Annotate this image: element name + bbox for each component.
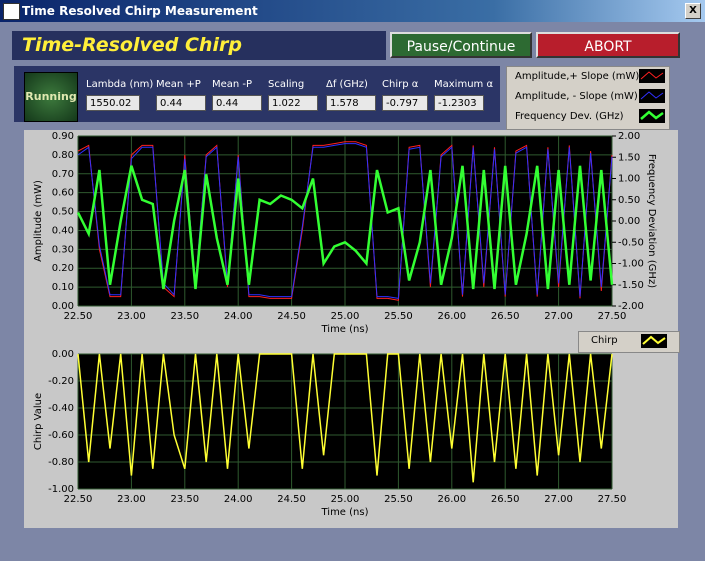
legend-swatch	[639, 109, 665, 123]
y-tick-label: -0.20	[48, 376, 74, 387]
abort-button[interactable]: ABORT	[536, 32, 680, 58]
y-axis-label: Amplitude (mW)	[33, 180, 44, 262]
series-line	[77, 143, 613, 299]
legend-swatch	[639, 69, 665, 83]
y-tick-label: 0.00	[52, 349, 74, 360]
y2-tick-label: -1.50	[618, 280, 644, 291]
legend: Amplitude,+ Slope (mW) Amplitude, - Slope…	[506, 66, 670, 130]
y2-axis-label: Frequency Deviation (GHz)	[646, 154, 657, 288]
x-tick-label: 27.50	[598, 494, 627, 505]
running-indicator[interactable]: Running	[24, 72, 78, 122]
status-panel	[14, 66, 500, 122]
x-tick-label: 23.50	[170, 311, 199, 322]
field-value: 1550.02	[86, 95, 140, 111]
field-label: Mean +P	[156, 79, 201, 90]
x-tick-label: 24.50	[277, 311, 306, 322]
x-tick-label: 25.50	[384, 311, 413, 322]
y2-tick-label: -0.50	[618, 237, 644, 248]
field-label: Δf (GHz)	[326, 79, 368, 90]
header-title: Time-Resolved Chirp Measurement	[12, 31, 386, 85]
swatch-line	[640, 110, 664, 120]
x-tick-label: 27.00	[544, 494, 573, 505]
y-tick-label: 0.20	[52, 263, 74, 274]
y2-tick-label: -1.00	[618, 259, 644, 270]
legend-swatch	[641, 334, 667, 348]
field-value: -1.2303	[434, 95, 484, 111]
y-tick-label: -0.60	[48, 430, 74, 441]
pause-button[interactable]: Pause/Continue	[390, 32, 532, 58]
y-tick-label: 0.00	[52, 301, 74, 312]
x-tick-label: 25.50	[384, 494, 413, 505]
y-tick-label: 0.60	[52, 188, 74, 199]
x-tick-label: 24.00	[224, 311, 253, 322]
y-tick-label: 0.80	[52, 150, 74, 161]
x-tick-label: 26.50	[491, 494, 520, 505]
field-value: 0.44	[212, 95, 262, 111]
x-tick-label: 26.00	[437, 311, 466, 322]
swatch-line	[640, 91, 664, 100]
x-axis-label: Time (ns)	[320, 507, 368, 518]
y2-tick-label: 1.50	[618, 152, 640, 163]
legend-swatch	[639, 89, 665, 103]
legend-label: Amplitude,+ Slope (mW)	[515, 71, 640, 82]
x-tick-label: 25.00	[331, 311, 360, 322]
field-label: Chirp α	[382, 79, 419, 90]
y-axis-label: Chirp Value	[33, 393, 44, 450]
x-tick-label: 22.50	[64, 311, 93, 322]
x-tick-label: 23.00	[117, 494, 146, 505]
swatch-line	[640, 71, 664, 80]
y2-tick-label: 2.00	[618, 131, 640, 142]
x-tick-label: 27.00	[544, 311, 573, 322]
x-tick-label: 25.00	[331, 494, 360, 505]
x-tick-label: 23.50	[170, 494, 199, 505]
field-value: 1.022	[268, 95, 318, 111]
x-tick-label: 24.00	[224, 494, 253, 505]
field-label: Maximum α	[434, 79, 494, 90]
chirp-legend: Chirp	[578, 331, 680, 353]
x-tick-label: 24.50	[277, 494, 306, 505]
y2-tick-label: 0.50	[618, 195, 640, 206]
field-label: Lambda (nm)	[86, 79, 154, 90]
field-value: 1.578	[326, 95, 376, 111]
y-tick-label: -1.00	[48, 484, 74, 495]
y2-tick-label: 1.00	[618, 174, 640, 185]
swatch-bg	[639, 89, 665, 103]
x-tick-label: 26.00	[437, 494, 466, 505]
close-button[interactable]: X	[685, 3, 701, 19]
y-tick-label: 0.40	[52, 225, 74, 236]
app-icon	[3, 3, 20, 20]
legend-label: Chirp	[591, 335, 618, 346]
series-line	[76, 165, 614, 290]
field-value: 0.44	[156, 95, 206, 111]
x-tick-label: 22.50	[64, 494, 93, 505]
y-tick-label: -0.40	[48, 403, 74, 414]
y-tick-label: 0.50	[52, 207, 74, 218]
y2-tick-label: -2.00	[618, 301, 644, 312]
title-bar: Time Resolved Chirp Measurement X	[0, 0, 705, 22]
x-tick-label: 23.00	[117, 311, 146, 322]
y-tick-label: 0.70	[52, 169, 74, 180]
y-tick-label: 0.90	[52, 131, 74, 142]
series-line	[77, 141, 613, 301]
y-tick-label: -0.80	[48, 457, 74, 468]
legend-label: Frequency Dev. (GHz)	[515, 111, 624, 122]
x-axis-label: Time (ns)	[320, 324, 368, 335]
window-title: Time Resolved Chirp Measurement	[22, 4, 258, 18]
swatch-bg	[639, 69, 665, 83]
series-line	[77, 353, 613, 483]
field-value: -0.797	[382, 95, 428, 111]
y-tick-label: 0.10	[52, 282, 74, 293]
legend-label: Amplitude, - Slope (mW)	[515, 91, 638, 102]
field-label: Scaling	[268, 79, 305, 90]
x-tick-label: 27.50	[598, 311, 627, 322]
y2-tick-label: 0.00	[618, 216, 640, 227]
field-label: Mean -P	[212, 79, 253, 90]
y-tick-label: 0.30	[52, 244, 74, 255]
x-tick-label: 26.50	[491, 311, 520, 322]
